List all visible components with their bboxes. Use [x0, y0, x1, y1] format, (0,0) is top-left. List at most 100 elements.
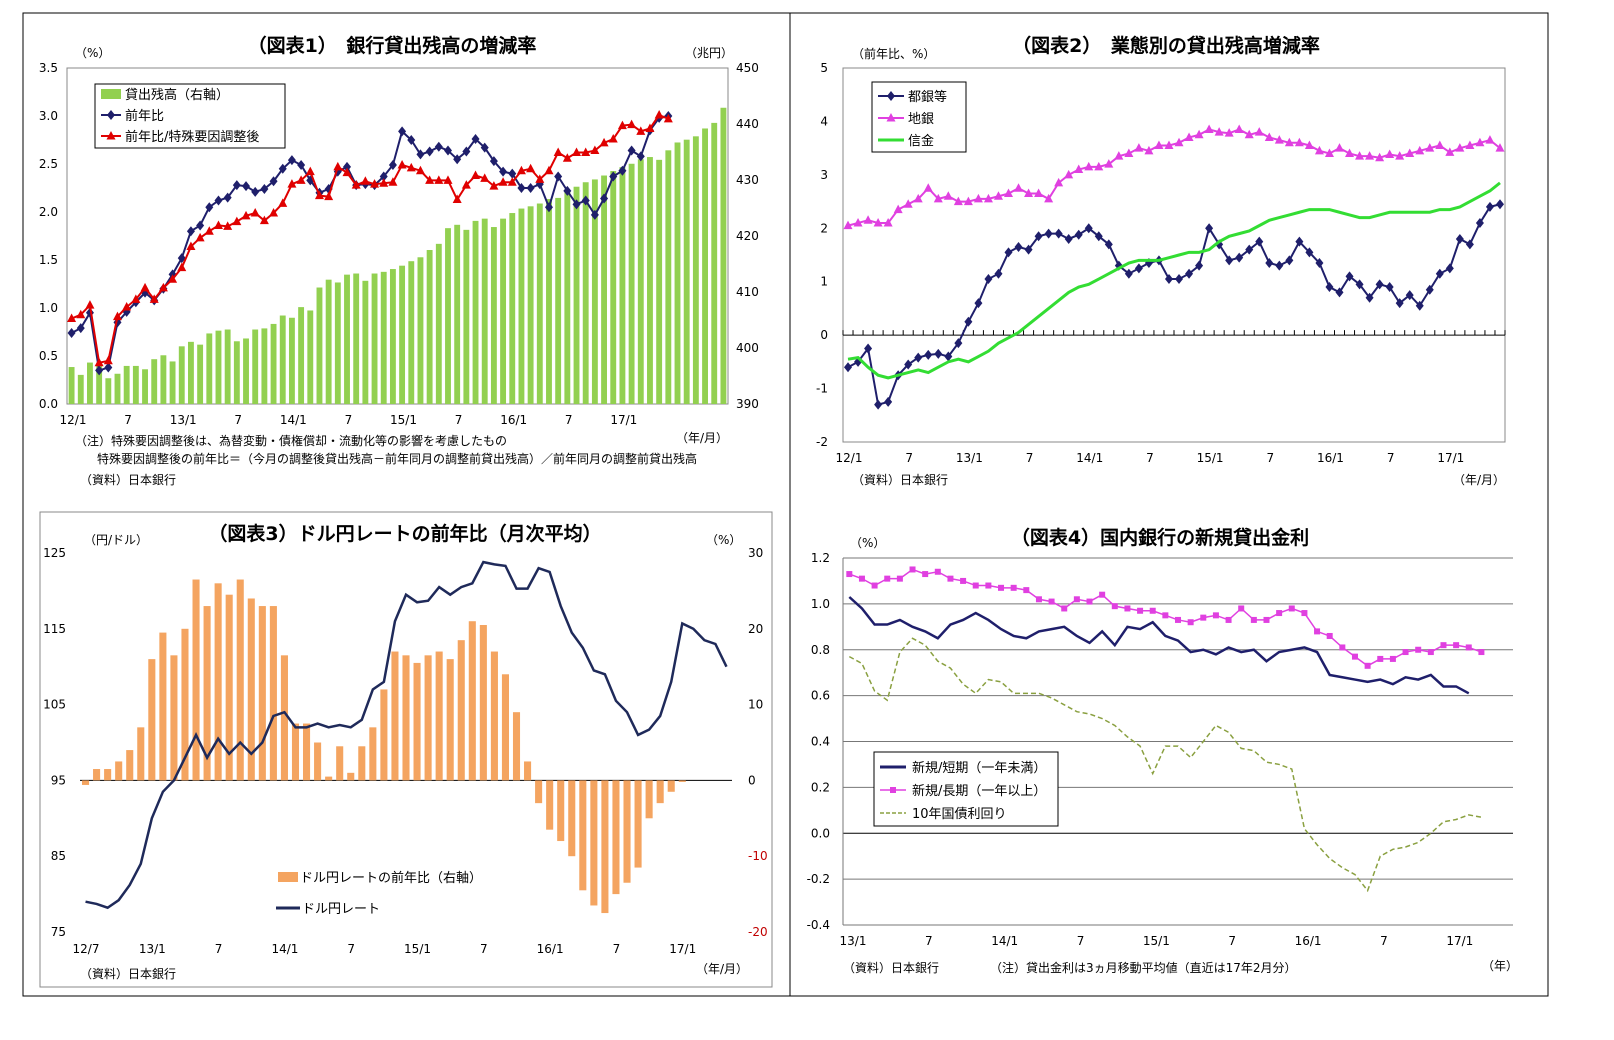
- chart2-point: [1185, 268, 1194, 279]
- chart3-ytick-left: 95: [51, 773, 66, 787]
- chart1-bar: [527, 206, 534, 404]
- chart1-ytick-right: 420: [736, 229, 759, 243]
- chart3-xtick: 7: [480, 942, 488, 956]
- chart1-point: [590, 209, 599, 220]
- chart3-bar: [512, 712, 521, 781]
- chart1-point: [663, 113, 673, 123]
- chart3-bar: [137, 727, 145, 781]
- chart1-bar: [683, 139, 690, 404]
- chart1-point: [544, 165, 554, 175]
- chart2-point: [933, 193, 943, 203]
- chart2-point: [1184, 132, 1194, 141]
- chart1-point: [76, 309, 86, 319]
- chart1-point: [232, 216, 242, 226]
- chart1-point: [489, 156, 498, 167]
- chart1-point: [443, 175, 453, 184]
- chart3-xtick: 13/1: [139, 942, 166, 956]
- chart1-point: [287, 155, 296, 166]
- chart2-ytick: 3: [820, 168, 828, 182]
- chart2-point: [1335, 143, 1344, 152]
- chart1-xtick: 17/1: [610, 413, 637, 427]
- chart1-bar: [197, 344, 204, 404]
- chart2-point: [1295, 236, 1304, 247]
- chart3-bar: [623, 780, 631, 883]
- chart1-point: [177, 262, 187, 272]
- chart4-point: [1200, 614, 1207, 621]
- chart1-bar: [399, 265, 406, 404]
- chart1-point: [351, 180, 361, 189]
- chart3-bar: [579, 780, 587, 891]
- chart2-point: [1385, 149, 1395, 159]
- chart1-bar: [445, 228, 451, 404]
- chart2-point: [1445, 147, 1455, 156]
- chart2-point: [874, 399, 883, 410]
- chart3-bar: [656, 780, 664, 804]
- chart2-xtick: 12/1: [836, 451, 863, 465]
- chart3-bar: [546, 780, 554, 830]
- chart1-source: （資料）日本銀行: [80, 473, 176, 487]
- chart2-point: [1064, 169, 1074, 179]
- chart4-point: [934, 568, 941, 575]
- chart1-point: [407, 135, 416, 145]
- chart3-bar: [568, 780, 576, 857]
- outer-border: [22, 12, 1549, 997]
- chart1-bar: [628, 163, 635, 404]
- chart1-bar: [601, 175, 608, 404]
- chart4-point: [1023, 587, 1030, 594]
- chart2-ytick: -1: [816, 382, 828, 396]
- chart1-xtick: 7: [455, 413, 463, 427]
- chart2-ytick: 0: [820, 328, 828, 342]
- chart3-bar: [115, 761, 123, 781]
- chart3-bar: [645, 780, 653, 819]
- chart4-point: [1124, 605, 1131, 612]
- chart1-point: [398, 126, 407, 137]
- chart2-point: [1204, 124, 1214, 133]
- chart2-point: [1285, 255, 1294, 266]
- chart1-point: [67, 327, 76, 338]
- chart4-ytick: 0.0: [811, 826, 830, 840]
- chart2-point: [1345, 271, 1354, 282]
- chart1-bar: [307, 310, 314, 404]
- chart1-legend-item: 前年比/特殊要因調整後: [125, 129, 259, 145]
- chart2-point: [1245, 244, 1254, 255]
- chart1-bar: [564, 190, 571, 404]
- chart2-point: [873, 217, 883, 227]
- chart4-xtick: 7: [1077, 934, 1085, 948]
- chart1-point: [305, 166, 315, 176]
- chart3-x-unit: （年/月）: [696, 962, 748, 976]
- chart2-point: [1024, 188, 1034, 198]
- chart3-bar: [325, 776, 333, 781]
- chart3-bar: [314, 742, 322, 781]
- chart2-point: [1094, 231, 1103, 242]
- chart1-point: [241, 210, 251, 220]
- chart2-point: [1475, 217, 1484, 228]
- chart1-bar: [555, 197, 562, 404]
- chart1-bar: [142, 369, 148, 404]
- chart2-point: [1195, 260, 1204, 271]
- chart1-point: [242, 181, 251, 192]
- chart2-point: [843, 220, 853, 230]
- chart4-source: （資料）日本銀行: [843, 961, 939, 975]
- chart1-bar: [325, 279, 332, 404]
- chart1-bar: [261, 328, 268, 404]
- chart1-bar: [674, 142, 681, 405]
- chart1-point: [489, 181, 499, 190]
- chart2-legend-marker: [886, 113, 896, 122]
- chart1-point: [599, 137, 609, 147]
- chart2-ytick: 5: [820, 61, 828, 75]
- chart2-point: [1175, 274, 1184, 285]
- chart1-bar: [582, 182, 589, 404]
- chart2-point: [1415, 300, 1424, 311]
- chart1-point: [397, 159, 407, 169]
- chart1-xtick: 15/1: [390, 413, 417, 427]
- chart2-point: [994, 268, 1003, 279]
- chart1-legend-item: 貸出残高（右軸）: [125, 87, 229, 103]
- chart2-point: [1094, 161, 1104, 171]
- chart4-line-1: [848, 596, 1470, 695]
- chart1-bar: [252, 329, 259, 404]
- chart2-point: [1465, 239, 1474, 250]
- chart1-bar: [77, 374, 84, 404]
- chart1-point: [554, 171, 563, 182]
- chart4-point: [1010, 584, 1017, 591]
- chart2-title: （図表2） 業態別の貸出残高増減率: [1012, 34, 1320, 57]
